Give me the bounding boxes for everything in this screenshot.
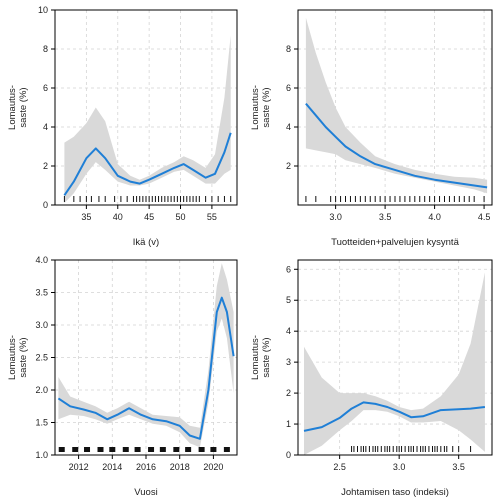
x-axis-label: Johtamisen taso (indeksi) [341,487,449,498]
rug-mark [58,447,65,452]
x-axis-label: Vuosi [134,487,157,498]
y-tick-label: 4 [43,122,48,132]
x-axis-label: Ikä (v) [133,237,159,248]
x-tick-label: 3.5 [452,462,465,472]
y-axis-label: Lomautus- [250,85,261,130]
confidence-band [305,17,488,194]
x-tick-label: 4.0 [428,212,441,222]
y-axis-label: Lomautus- [7,85,18,130]
y-tick-label: 6 [286,83,291,93]
y-tick-label: 1 [286,419,291,429]
y-tick-label: 6 [43,83,48,93]
y-tick-label: 10 [38,5,48,15]
rug-mark [223,447,230,452]
x-tick-label: 50 [176,212,186,222]
y-tick-label: 4 [286,122,291,132]
rug-mark [210,447,217,452]
y-axis-label: saste (%) [18,87,29,127]
x-tick-label: 2014 [102,462,122,472]
rug-mark [122,447,129,452]
x-tick-label: 40 [113,212,123,222]
x-tick-label: 45 [144,212,154,222]
y-axis-label: saste (%) [18,337,29,377]
y-tick-label: 2 [43,161,48,171]
rug-mark [185,447,192,452]
panel-4: 2.5 3.0 3.5 0 1 2 3 4 5 6 Johtamisen taso (indeksi… [250,259,493,498]
series-line [57,296,235,440]
y-axis-label: Lomautus- [250,335,261,380]
x-tick-label: 2018 [170,462,190,472]
x-tick-label: 2020 [203,462,223,472]
y-tick-label: 0 [286,450,291,460]
series-line [303,401,486,432]
confidence-band [304,272,485,455]
y-tick-label: 0 [43,200,48,210]
plot-frame [297,259,493,456]
rug-mark [84,447,91,452]
series-line [63,132,232,196]
x-tick-label: 2012 [69,462,89,472]
y-tick-label: 6 [286,264,291,274]
y-tick-label: 3 [286,357,291,367]
x-tick-label: 2.5 [333,462,346,472]
y-tick-label: 2.5 [35,353,48,363]
y-tick-label: 2 [286,161,291,171]
y-tick-label: 4.0 [35,255,48,265]
y-tick-label: 2.0 [35,385,48,395]
y-axis-label: saste (%) [261,87,272,127]
confidence-band [64,35,231,204]
rug-mark [198,447,205,452]
y-tick-label: 2 [286,388,291,398]
plot-frame [297,9,493,206]
y-tick-label: 8 [43,44,48,54]
x-axis-label: Tuotteiden+palvelujen kysyntä [331,237,459,248]
rug-mark [173,447,180,452]
y-tick-label: 4 [286,326,291,336]
rug-mark [97,447,104,452]
panel-1: 35 40 45 50 55 0 2 4 6 8 10 Ikä (v) Lomautus-saste (… [7,5,238,248]
y-tick-label: 5 [286,295,291,305]
x-tick-label: 35 [81,212,91,222]
x-tick-label: 3.5 [379,212,392,222]
x-tick-label: 4.5 [478,212,491,222]
x-tick-label: 3.0 [393,462,406,472]
panel-3: 2012 2014 2016 2018 2020 1.0 1.5 2.0 2.5 3.0 3.5 4.… [7,255,238,498]
y-tick-label: 8 [286,44,291,54]
rug-mark [72,447,79,452]
rug-mark [148,447,155,452]
x-tick-label: 3.0 [329,212,342,222]
series-line [305,102,488,189]
y-tick-label: 1.5 [35,418,48,428]
y-axis-label: saste (%) [261,337,272,377]
rug-mark [109,447,116,452]
y-tick-label: 3.5 [35,288,48,298]
x-tick-label: 2016 [136,462,156,472]
rug-mark [159,447,166,452]
rug-mark [134,447,141,452]
panel-2: 3.0 3.5 4.0 4.5 2 4 6 8 Tuotteiden+palvelujen ky… [250,9,493,248]
y-axis-label: Lomautus- [7,335,18,380]
plot-frame [54,9,238,206]
x-tick-label: 55 [207,212,217,222]
y-tick-label: 1.0 [35,450,48,460]
y-tick-label: 3.0 [35,320,48,330]
